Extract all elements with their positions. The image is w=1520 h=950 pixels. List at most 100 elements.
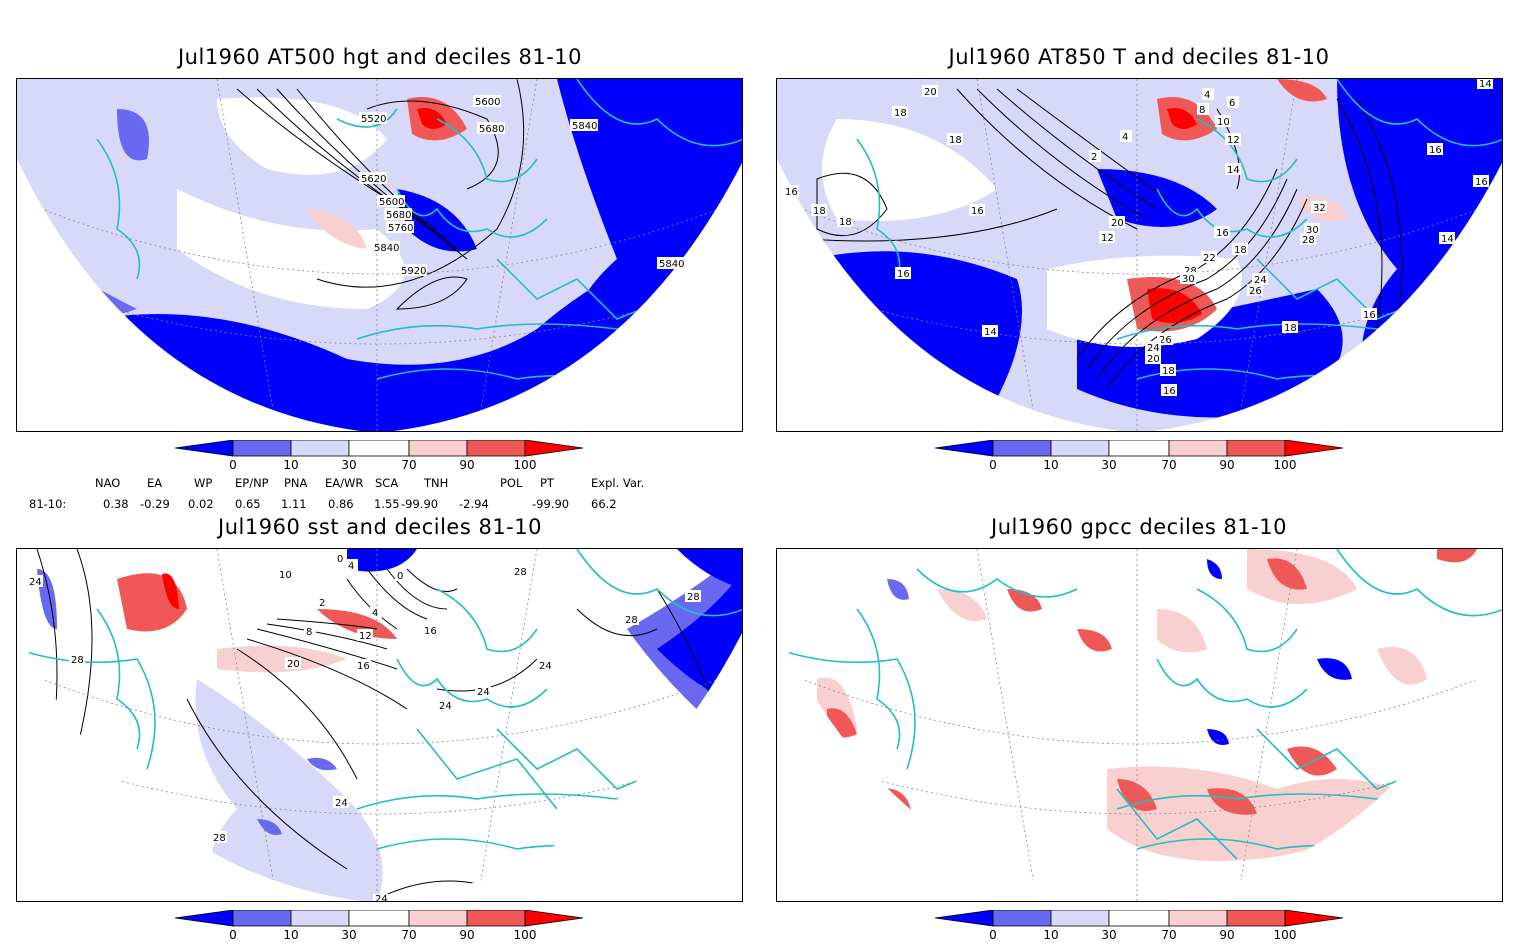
contour-label: 28 [687,592,700,603]
index-header: WP [194,476,213,490]
contour-label: 20 [1147,354,1160,365]
contour-label: 30 [1306,225,1319,236]
index-value: 0.38 [103,497,129,511]
contour-label: 20 [287,659,300,670]
contour-label: 24 [375,894,388,902]
contour-label: 16 [1216,228,1229,239]
map-panel-gpcc [776,548,1503,902]
index-header: PNA [284,476,308,490]
index-header: EA [147,476,163,490]
map-t850: 20 18 18 16 18 16 14 12 10 8 6 4 4 2 12 … [777,79,1502,431]
index-value: 66.2 [591,497,617,511]
contour-label: 5620 [361,174,386,185]
colorbar-tick: 100 [1273,928,1297,942]
contour-label: 16 [1163,386,1176,397]
colorbar-tick: 70 [1161,458,1177,472]
colorbar-tick: 70 [401,458,417,472]
contour-label: 24 [477,687,490,698]
contour-label: 12 [359,631,372,642]
contour-label: 30 [1182,274,1195,285]
contour-label: 20 [924,87,937,98]
contour-label: 24 [1254,275,1267,286]
map-hgt500: 5520 5600 5680 5840 5620 5600 5680 5760 … [17,79,742,431]
contour-label: 24 [439,701,452,712]
index-value: -99.90 [401,497,439,511]
contour-label: 18 [813,206,826,217]
contour-label: 16 [1363,310,1376,321]
colorbar-tick: 100 [513,458,537,472]
contour-label: 0 [337,554,343,565]
contour-label: 16 [785,187,798,198]
contour-label: 18 [839,217,852,228]
contour-label: 16 [424,626,437,637]
colorbar-tick: 100 [513,928,537,942]
contour-label: 6 [1229,98,1235,109]
colorbar-tick: 10 [1043,458,1059,472]
colorbar-tick: 90 [1219,458,1235,472]
index-value: 1.11 [281,497,307,511]
index-row-label: 81-10: [29,497,67,511]
colorbar-2: 0 10 30 70 90 100 [934,439,1345,480]
colorbar-tick: 30 [1101,458,1117,472]
panel-title-4: Jul1960 gpcc deciles 81-10 [991,515,1287,539]
contour-label: 18 [949,135,962,146]
colorbar-tick: 70 [401,928,417,942]
contour-label: 18 [1284,323,1297,334]
index-header: EP/NP [235,476,269,490]
index-header: EA/WR [325,476,364,490]
index-value: -99.90 [532,497,570,511]
contour-label: 16 [1475,177,1488,188]
colorbar-tick: 0 [229,928,237,942]
contour-label: 14 [984,327,997,338]
panel-title-2: Jul1960 AT850 T and deciles 81-10 [948,45,1330,69]
map-gpcc [777,549,1502,901]
contour-label: 2 [1091,152,1097,163]
index-header: PT [540,476,554,490]
contour-label: 4 [1122,132,1128,143]
contour-label: 24 [335,798,348,809]
contour-label: 24 [539,661,552,672]
contour-label: 4 [1204,90,1210,101]
colorbar-1: 0 10 30 70 90 100 [174,439,585,480]
contour-label: 28 [71,655,84,666]
panel-title-3: Jul1960 sst and deciles 81-10 [218,515,542,539]
colorbar-tick: 10 [1043,928,1059,942]
colorbar-tick: 0 [989,928,997,942]
colorbar-tick: 90 [1219,928,1235,942]
contour-label: 16 [971,206,984,217]
contour-label: 12 [1227,135,1240,146]
contour-label: 26 [1159,335,1172,346]
contour-label: 4 [372,608,378,619]
panel-title-1: Jul1960 AT500 hgt and deciles 81-10 [177,45,583,69]
contour-label: 12 [1101,233,1114,244]
contour-label: 10 [279,570,292,581]
index-value: 1.55 [374,497,400,511]
colorbar-swatches [174,439,584,457]
contour-label: 28 [1184,266,1197,277]
contour-label: 18 [1162,366,1175,377]
colorbar-swatches [934,439,1344,457]
contour-label: 18 [894,108,907,119]
colorbar-tick: 30 [1101,928,1117,942]
contour-label: 28 [625,615,638,626]
contour-label: 5600 [379,197,404,208]
contour-label: 2 [319,598,325,609]
map-panel-t850: 20 18 18 16 18 16 14 12 10 8 6 4 4 2 12 … [776,78,1503,432]
contour-label: 8 [1199,105,1205,116]
colorbar-swatches [934,909,1344,927]
contour-label: 5520 [361,114,386,125]
colorbar-tick: 90 [459,458,475,472]
contour-label: 14 [1227,165,1240,176]
index-value: -2.94 [459,497,489,511]
contour-label: 16 [357,661,370,672]
map-sst: 24 28 0 4 10 0 2 4 8 12 16 20 16 24 24 2… [17,549,742,902]
colorbar-tick: 10 [283,928,299,942]
index-header: NAO [95,476,121,490]
index-header: POL [500,476,523,490]
index-header: Expl. Var. [591,476,645,490]
contour-label: 5760 [388,223,413,234]
colorbar-tick: 10 [283,458,299,472]
contour-label: 32 [1313,203,1326,214]
colorbar-tick: 30 [341,458,357,472]
colorbar-tick: 0 [989,458,997,472]
